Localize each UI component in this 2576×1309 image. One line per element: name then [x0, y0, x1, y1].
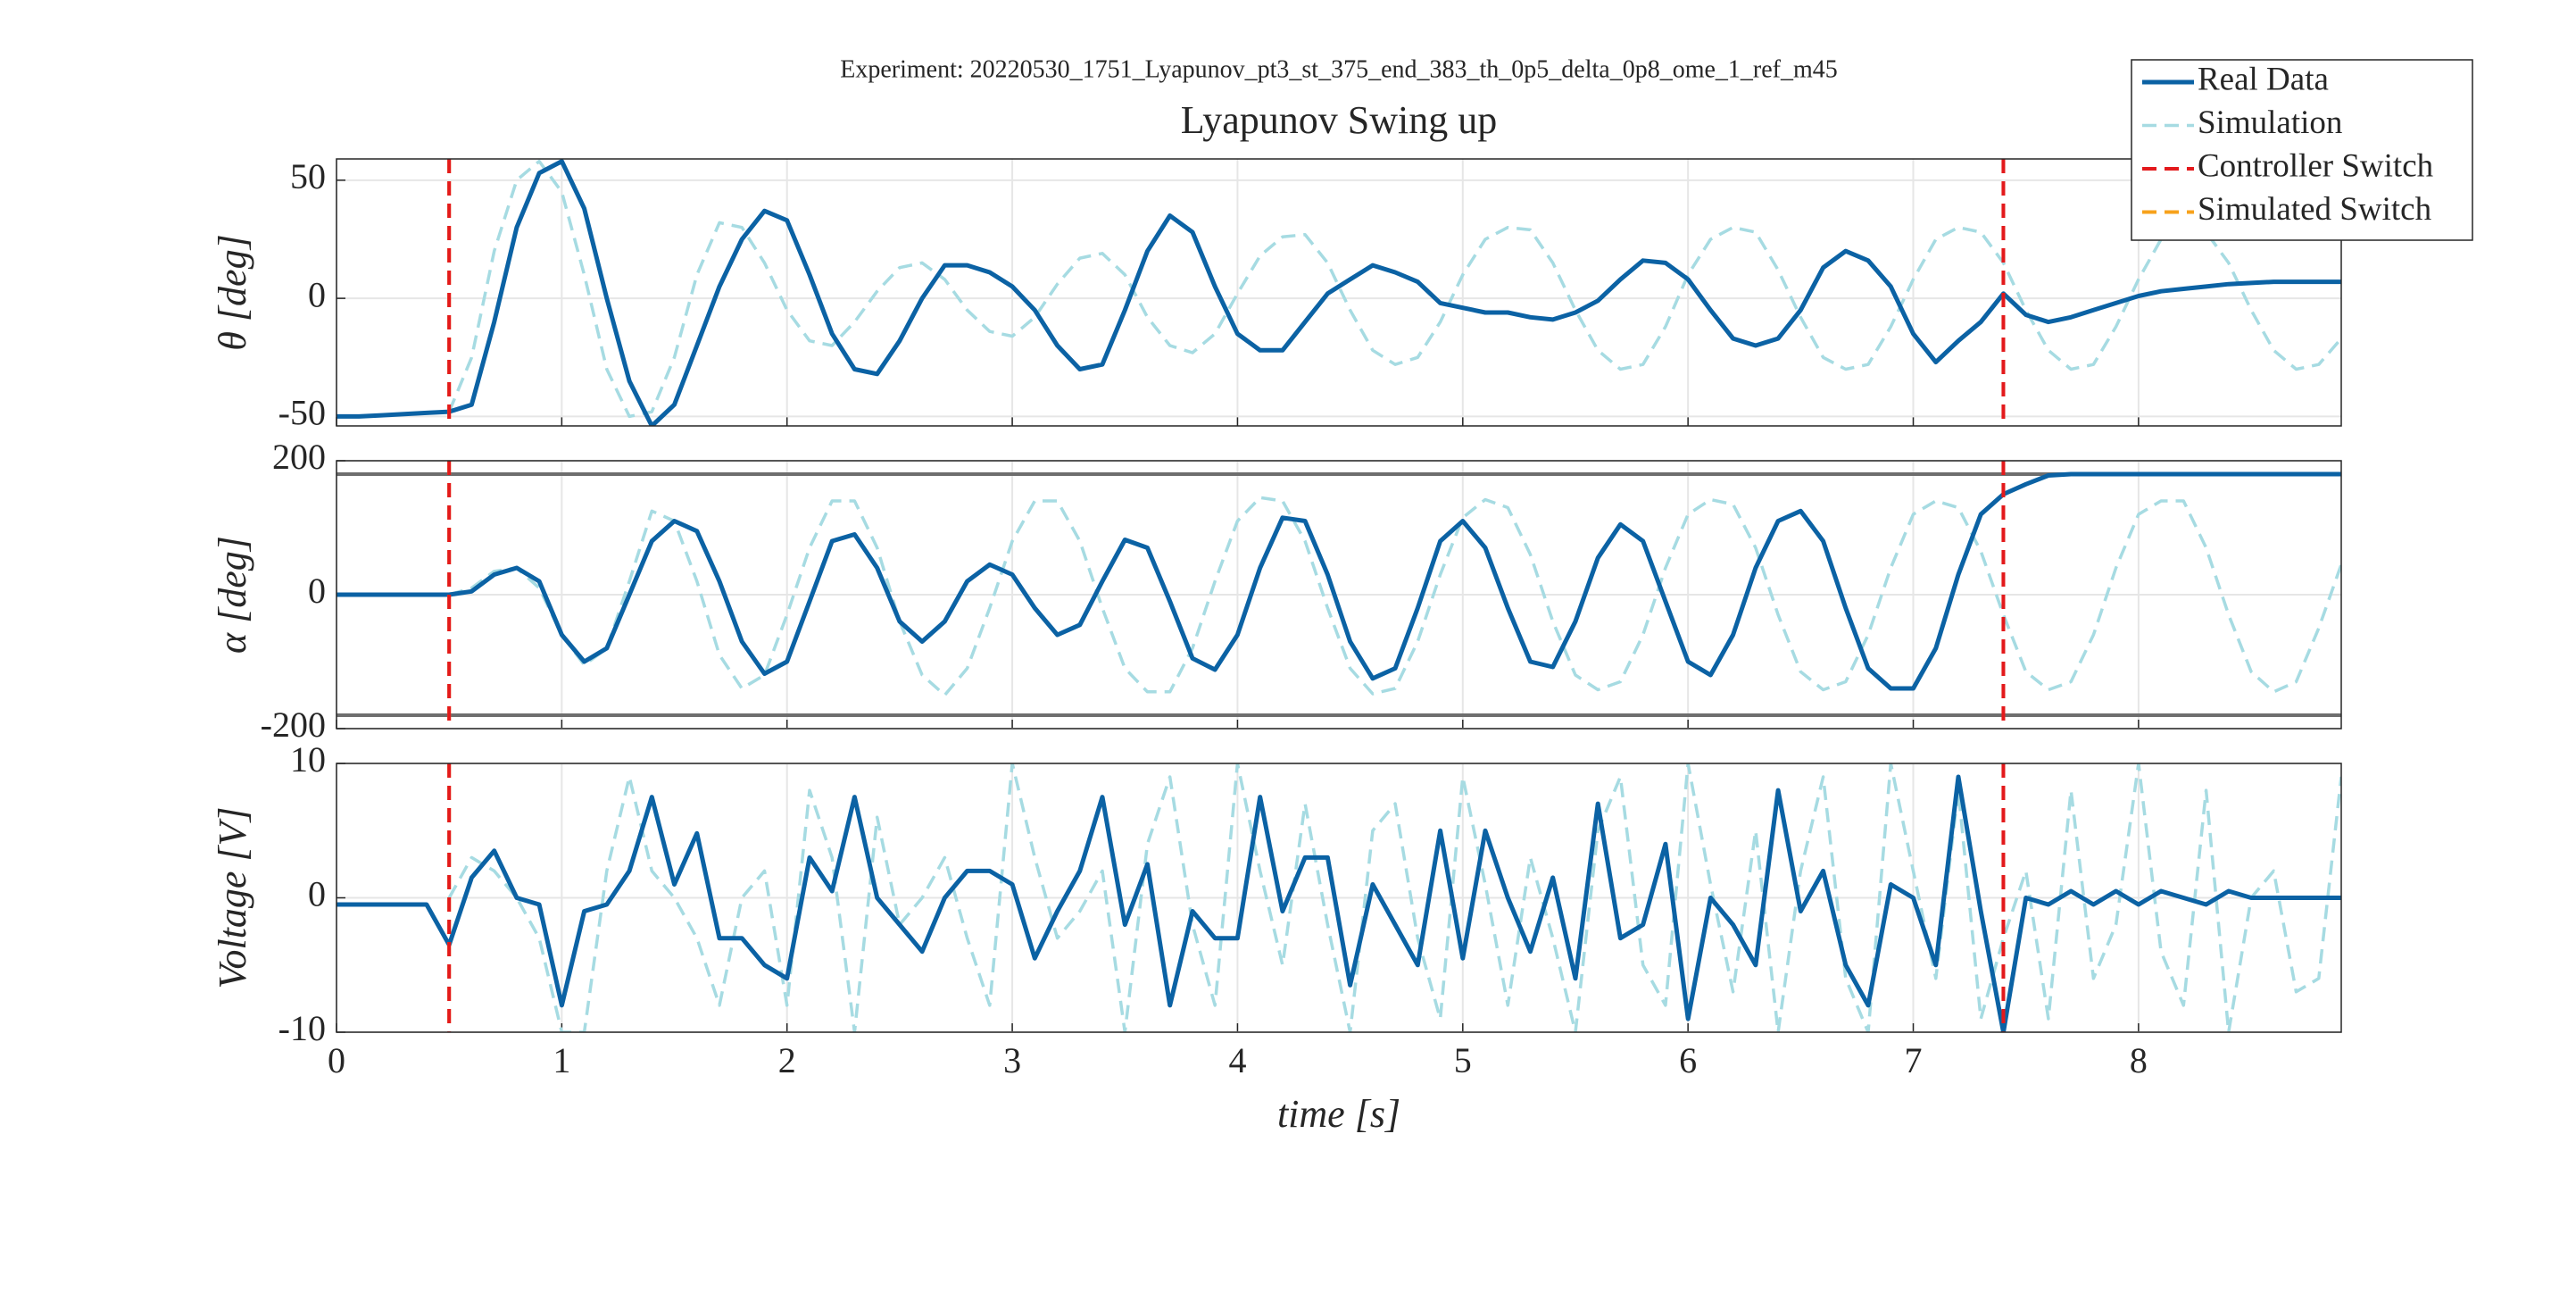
- y-axis-label: α [deg]: [211, 536, 254, 654]
- legend-box: [2131, 59, 2473, 241]
- x-axis-label: time [s]: [1277, 1092, 1400, 1136]
- x-tick-label: 8: [2130, 1040, 2148, 1080]
- suptitle: Experiment: 20220530_1751_Lyapunov_pt3_s…: [840, 55, 1838, 83]
- x-tick-label: 1: [553, 1040, 570, 1080]
- y-tick-label: 10: [290, 739, 326, 780]
- y-tick-label: 0: [308, 571, 326, 611]
- series-line: [447, 763, 2341, 1032]
- series-line: [337, 159, 2341, 426]
- series-line: [448, 496, 2341, 697]
- plot-area: [337, 159, 2341, 426]
- legend-label: Controller Switch: [2198, 147, 2434, 184]
- plot-frame: [336, 158, 2342, 427]
- x-tick-label: 3: [1003, 1040, 1021, 1080]
- y-tick-label: 0: [308, 274, 326, 314]
- x-tick-label: 7: [1905, 1040, 1923, 1080]
- y-tick-label: -10: [278, 1008, 326, 1048]
- legend-label: Real Data: [2198, 61, 2329, 97]
- x-tick-label: 0: [328, 1040, 345, 1080]
- series-line: [337, 471, 2341, 691]
- y-tick-label: 50: [290, 156, 326, 196]
- x-tick-label: 2: [778, 1040, 796, 1080]
- legend-label: Simulated Switch: [2198, 191, 2432, 228]
- y-tick-label: 200: [272, 437, 326, 477]
- series-line: [337, 774, 2341, 1032]
- y-axis-label: Voltage [V]: [211, 806, 254, 988]
- plot-frame: [336, 460, 2342, 730]
- plot-content: [337, 159, 2341, 426]
- plot-content: [337, 763, 2341, 1032]
- y-tick-label: -50: [278, 393, 326, 433]
- plot-frame: [336, 763, 2342, 1033]
- x-tick-label: 6: [1679, 1040, 1697, 1080]
- x-tick-label: 4: [1228, 1040, 1246, 1080]
- legend: Real Data Simulation Controller Switch Simu…: [2131, 59, 2473, 241]
- plot-content: [337, 461, 2341, 729]
- x-tick-label: 5: [1454, 1040, 1472, 1080]
- legend-label: Simulation: [2198, 104, 2342, 141]
- series-line: [447, 159, 2341, 419]
- y-tick-label: -200: [261, 705, 326, 745]
- chart-title: Lyapunov Swing up: [1181, 98, 1497, 142]
- y-axis-label: θ [deg]: [211, 234, 254, 350]
- y-tick-label: 0: [308, 874, 326, 914]
